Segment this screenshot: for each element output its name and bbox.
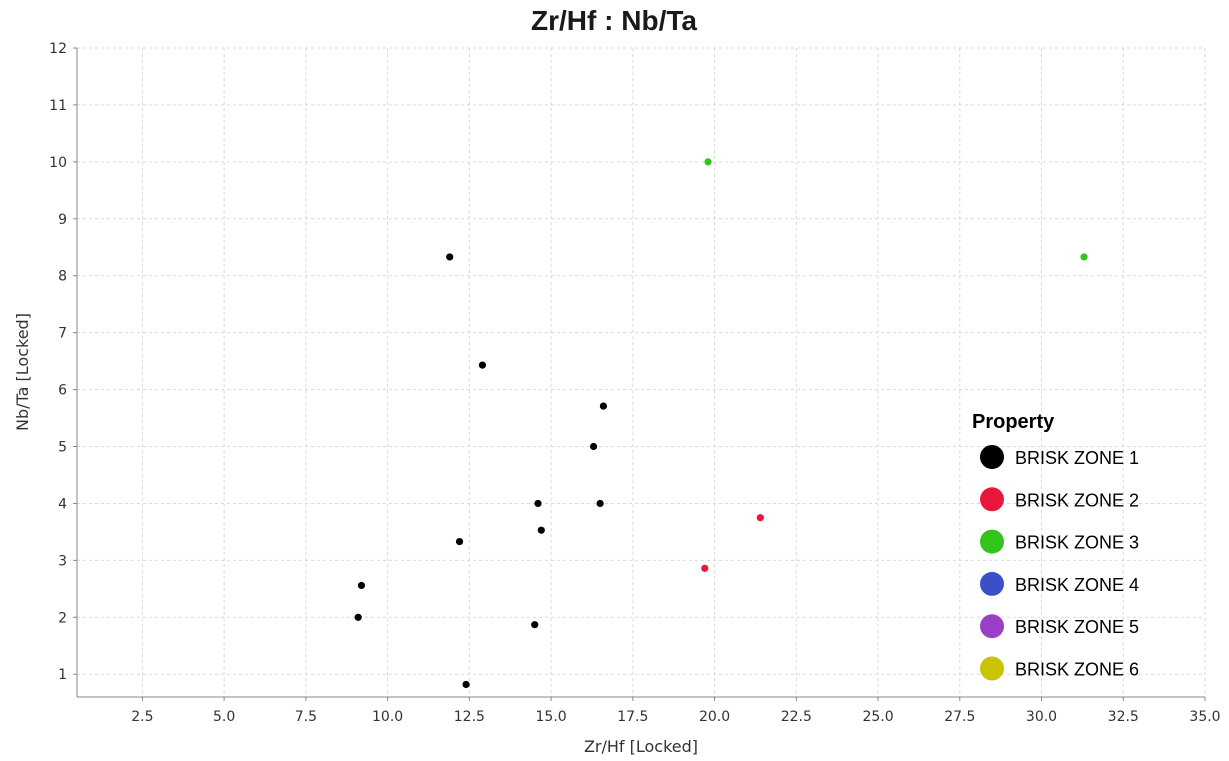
data-point-brisk-zone-1 bbox=[534, 499, 542, 508]
data-point-brisk-zone-3 bbox=[1080, 253, 1088, 261]
legend-marker bbox=[980, 445, 1004, 469]
data-point-brisk-zone-1 bbox=[596, 499, 604, 508]
data-point-brisk-zone-1 bbox=[455, 537, 464, 546]
data-point-brisk-zone-1 bbox=[531, 621, 539, 629]
legend-marker bbox=[980, 487, 1004, 512]
x-tick-label: 30.0 bbox=[1026, 709, 1057, 725]
legend-title: Property bbox=[972, 411, 1055, 433]
x-axis-label: Zr/Hf [Locked] bbox=[584, 737, 698, 756]
legend-label: BRISK ZONE 1 bbox=[1015, 448, 1139, 468]
y-tick-label: 2 bbox=[58, 610, 67, 626]
x-tick-label: 7.5 bbox=[295, 709, 317, 725]
grid bbox=[77, 47, 1206, 697]
data-point-brisk-zone-2 bbox=[701, 564, 709, 572]
data-point-brisk-zone-2 bbox=[756, 514, 764, 522]
legend-label: BRISK ZONE 3 bbox=[1015, 533, 1139, 553]
y-tick-label: 8 bbox=[58, 269, 67, 285]
legend: Property BRISK ZONE 1 BRISK ZONE 2 BRISK Z… bbox=[972, 411, 1139, 681]
y-tick-label: 3 bbox=[58, 553, 67, 569]
data-point-brisk-zone-1 bbox=[446, 253, 454, 261]
y-tick-label: 12 bbox=[49, 41, 67, 57]
data-point-brisk-zone-1 bbox=[537, 526, 545, 534]
x-tick-label: 32.5 bbox=[1108, 709, 1139, 725]
legend-marker bbox=[980, 571, 1004, 596]
y-axis-label: Nb/Ta [Locked] bbox=[13, 313, 32, 431]
axes: 2.5 5.0 7.5 10.0 12.5 15.0 17.5 20.0 22.5 25.0 27.… bbox=[49, 41, 1220, 725]
x-tick-label: 5.0 bbox=[213, 709, 235, 725]
x-tick-label: 35.0 bbox=[1189, 709, 1220, 725]
data-point-brisk-zone-1 bbox=[478, 361, 487, 369]
data-point-brisk-zone-1 bbox=[589, 442, 598, 451]
chart-title: Zr/Hf : Nb/Ta bbox=[531, 5, 697, 36]
x-tick-label: 27.5 bbox=[944, 709, 975, 725]
legend-marker bbox=[980, 614, 1004, 639]
y-tick-label: 11 bbox=[49, 98, 67, 114]
legend-label: BRISK ZONE 4 bbox=[1015, 575, 1139, 595]
x-tick-label: 22.5 bbox=[781, 709, 812, 725]
data-point-brisk-zone-1 bbox=[599, 402, 608, 410]
legend-label: BRISK ZONE 2 bbox=[1015, 490, 1139, 510]
data-point-brisk-zone-1 bbox=[357, 581, 366, 590]
legend-marker bbox=[980, 529, 1004, 554]
x-tick-label: 25.0 bbox=[862, 709, 893, 725]
x-tick-label: 12.5 bbox=[454, 709, 485, 725]
legend-label: BRISK ZONE 6 bbox=[1015, 660, 1139, 680]
y-tick-label: 1 bbox=[58, 667, 67, 683]
y-tick-label: 4 bbox=[58, 496, 67, 512]
legend-marker bbox=[980, 656, 1004, 681]
x-tick-label: 15.0 bbox=[536, 709, 567, 725]
x-tick-label: 17.5 bbox=[617, 709, 648, 725]
y-tick-label: 6 bbox=[58, 383, 67, 399]
y-tick-label: 10 bbox=[49, 155, 67, 171]
x-tick-label: 10.0 bbox=[372, 709, 403, 725]
y-tick-label: 9 bbox=[58, 212, 67, 228]
x-tick-label: 2.5 bbox=[131, 709, 153, 725]
y-tick-label: 7 bbox=[58, 326, 67, 342]
x-tick-label: 20.0 bbox=[699, 709, 730, 725]
data-point-brisk-zone-1 bbox=[462, 680, 470, 689]
data-point-brisk-zone-1 bbox=[354, 613, 362, 621]
data-points bbox=[354, 158, 1088, 689]
data-point-brisk-zone-3 bbox=[704, 158, 712, 166]
y-tick-label: 5 bbox=[58, 440, 67, 456]
legend-label: BRISK ZONE 5 bbox=[1015, 617, 1139, 637]
